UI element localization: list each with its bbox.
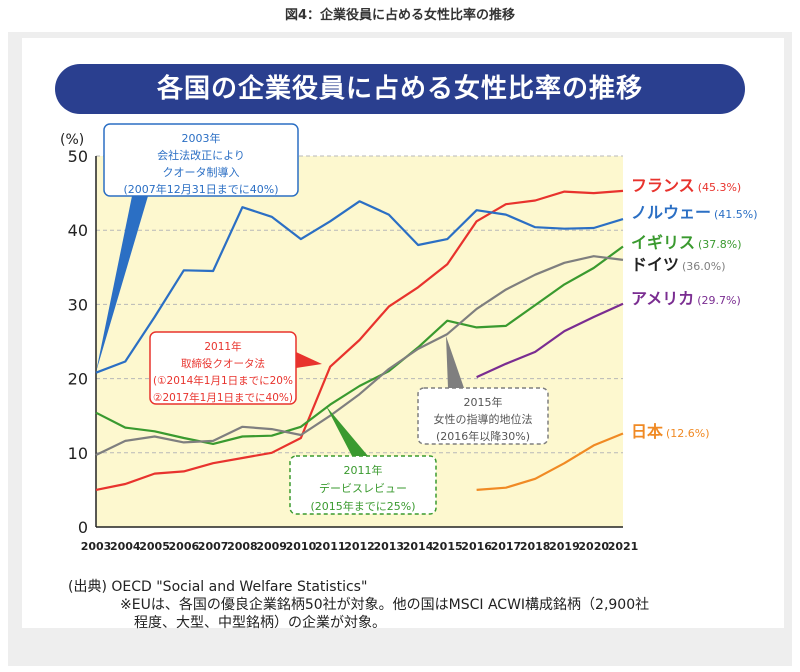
series-name: ドイツ (631, 255, 679, 274)
germany-callout-text: (2016年以降30%) (436, 429, 530, 443)
y-tick-label: 40 (68, 221, 88, 240)
source-note-line-2: 程度、大型、中型銘柄）の企業が対象。 (134, 615, 386, 631)
france-callout-text: 2011年 (204, 340, 241, 353)
source-note: (出典) OECD "Social and Welfare Statistics… (68, 578, 768, 632)
norway-callout-text: (2007年12月31日までに40%) (123, 182, 278, 196)
series-name: フランス (631, 176, 695, 195)
norway-callout-text: 会社法改正により (157, 148, 245, 162)
y-tick-label: 20 (68, 370, 88, 389)
x-tick-label: 2004 (110, 540, 141, 553)
uk-callout-text: (2015年までに25%) (310, 499, 415, 513)
chart-banner-title: 各国の企業役員に占める女性比率の推移 (55, 64, 745, 114)
france-callout-box (149, 331, 297, 405)
france-callout-text: ②2017年1月1日までに40%) (153, 391, 293, 404)
y-tick-label: 50 (68, 147, 88, 166)
norway-callout-text: クオータ制導入 (163, 165, 240, 179)
x-tick-label: 2021 (608, 540, 639, 553)
x-tick-label: 2013 (373, 540, 404, 553)
x-tick-label: 2018 (520, 540, 551, 553)
france-callout-text: 取締役クオータ法 (181, 357, 265, 370)
norway-callout-pointer (96, 196, 148, 372)
figure-caption: 図4：企業役員に占める女性比率の推移 (284, 8, 516, 23)
x-tick-label: 2011 (315, 540, 346, 553)
uk-callout-box (289, 455, 437, 515)
series-value-label: (36.0%) (682, 260, 726, 273)
y-axis-label: (%) (60, 132, 84, 148)
uk-callout-text: 2011年 (344, 463, 383, 477)
series-name: アメリカ (631, 289, 694, 308)
x-tick-label: 2009 (256, 540, 287, 553)
series-end-label: ドイツ (36.0%) (631, 255, 726, 274)
x-tick-label: 2017 (491, 540, 522, 553)
series-line (95, 189, 624, 491)
series-value-label: (37.8%) (698, 238, 742, 251)
series-line (95, 255, 624, 456)
series-end-label: ノルウェー (41.5%) (631, 203, 758, 222)
x-tick-label: 2012 (344, 540, 375, 553)
series-line (95, 245, 624, 445)
norway-callout-text: 2003年 (182, 131, 221, 145)
y-tick-label: 10 (68, 444, 88, 463)
series-name: 日本 (631, 422, 663, 441)
france-callout-pointer (296, 352, 322, 368)
series-line (476, 432, 624, 491)
series-end-label: アメリカ (29.7%) (631, 289, 741, 308)
x-tick-label: 2006 (169, 540, 200, 553)
series-value-label: (29.7%) (697, 294, 741, 307)
series-value-label: (45.3%) (698, 181, 742, 194)
series-value-label: (41.5%) (714, 208, 758, 221)
y-tick-label: 30 (68, 295, 88, 314)
x-tick-label: 2019 (549, 540, 580, 553)
germany-callout-box (417, 387, 549, 445)
series-end-label: イギリス (37.8%) (631, 233, 742, 252)
series-end-label: フランス (45.3%) (631, 176, 741, 195)
series-line (95, 200, 624, 374)
norway-callout-box (103, 123, 299, 197)
x-tick-label: 2020 (578, 540, 609, 553)
source-note-line: ※EUは、各国の優良企業銘柄50社が対象。他の国はMSCI ACWI構成銘柄（2… (120, 597, 650, 613)
series-name: イギリス (631, 233, 695, 252)
germany-callout-text: 2015年 (464, 395, 503, 409)
germany-callout-pointer (446, 336, 464, 388)
x-tick-label: 2003 (81, 540, 112, 553)
x-tick-label: 2015 (432, 540, 463, 553)
source-line: (出典) OECD "Social and Welfare Statistics… (68, 579, 368, 595)
series-end-label: 日本 (12.6%) (631, 422, 710, 441)
x-tick-label: 2007 (198, 540, 229, 553)
series-name: ノルウェー (631, 203, 711, 222)
x-tick-label: 2010 (286, 540, 317, 553)
x-tick-label: 2008 (227, 540, 258, 553)
x-tick-label: 2005 (139, 540, 170, 553)
x-tick-label: 2016 (461, 540, 492, 553)
series-value-label: (12.6%) (666, 427, 710, 440)
series-line (476, 302, 624, 379)
x-tick-label: 2014 (403, 540, 434, 553)
uk-callout-pointer (326, 406, 368, 456)
uk-callout-text: デービスレビュー (319, 481, 407, 495)
y-tick-label: 0 (78, 518, 88, 537)
germany-callout-text: 女性の指導的地位法 (434, 412, 533, 426)
france-callout-text: (①2014年1月1日までに20% (153, 374, 293, 387)
